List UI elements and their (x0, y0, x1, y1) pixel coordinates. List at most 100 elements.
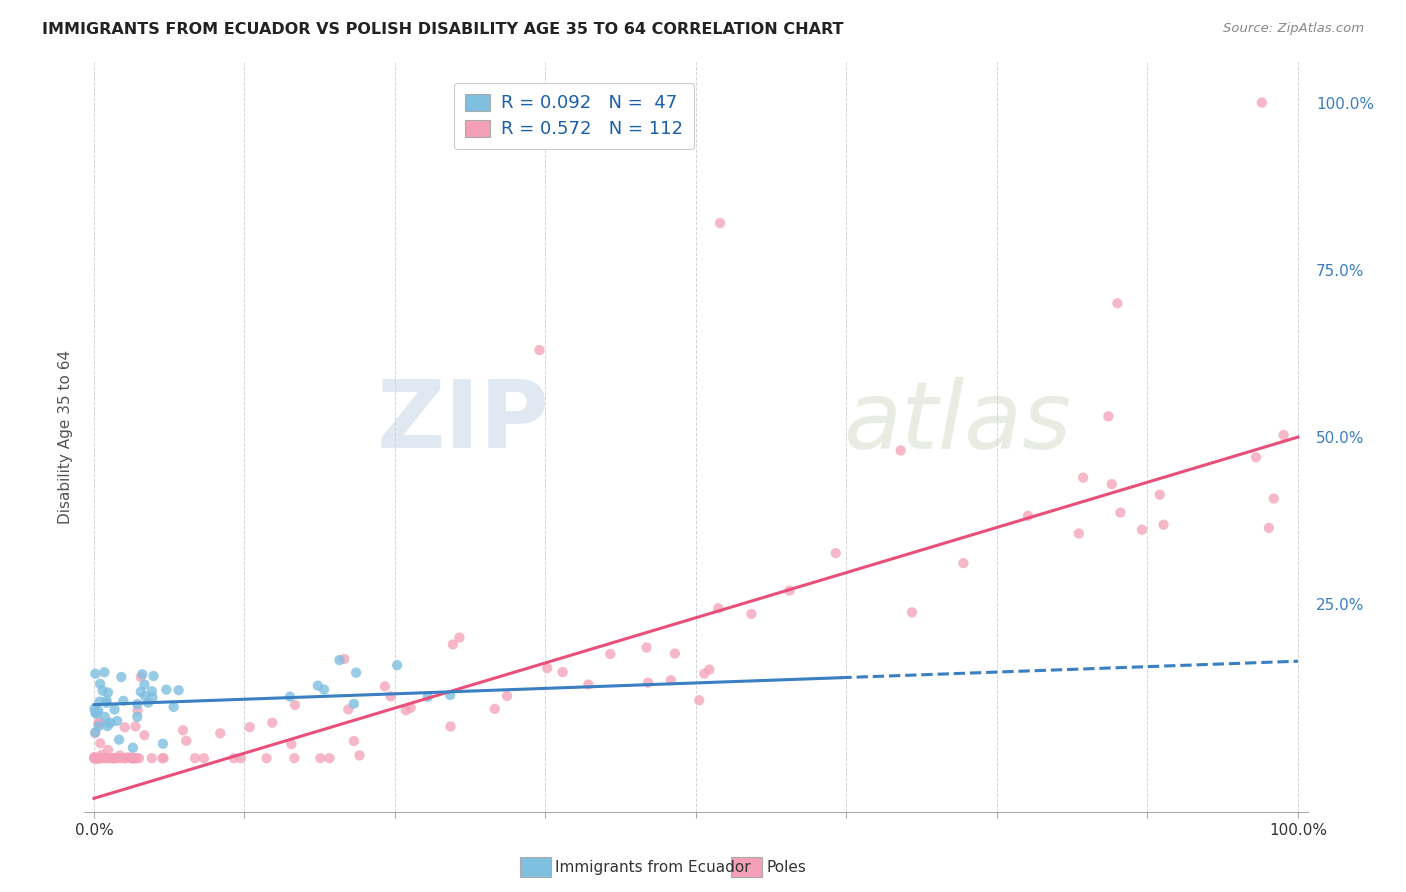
Point (344, 665, 367, 680)
Text: Poles: Poles (766, 860, 806, 874)
Point (93, 665, 115, 680)
Point (105, 751, 128, 765)
Point (120, 751, 142, 765)
Point (122, 751, 145, 765)
Point (128, 751, 150, 765)
Point (162, 699, 184, 714)
Point (740, 607, 762, 621)
Point (374, 679, 396, 693)
Point (688, 693, 710, 707)
Point (1263, 491, 1285, 506)
Point (87, 751, 110, 765)
Point (83, 751, 105, 765)
Point (134, 678, 156, 692)
Point (114, 751, 136, 765)
Point (103, 702, 125, 716)
Point (103, 751, 125, 765)
Point (693, 666, 716, 681)
Point (278, 690, 301, 704)
Point (209, 726, 232, 740)
Point (1097, 409, 1119, 424)
Point (142, 669, 165, 683)
Point (84, 666, 107, 681)
Point (134, 689, 156, 703)
Legend: R = 0.092   N =  47, R = 0.572   N = 112: R = 0.092 N = 47, R = 0.572 N = 112 (454, 83, 693, 149)
Point (283, 751, 305, 765)
Point (167, 683, 190, 698)
Point (86, 751, 108, 765)
Point (91, 683, 114, 698)
Point (262, 715, 284, 730)
Point (439, 719, 461, 733)
Point (1244, 450, 1267, 465)
Point (343, 734, 366, 748)
Point (664, 647, 686, 661)
Y-axis label: Disability Age 35 to 64: Disability Age 35 to 64 (58, 350, 73, 524)
Point (117, 750, 139, 764)
Point (112, 694, 135, 708)
Point (416, 690, 439, 704)
Point (707, 601, 730, 615)
Point (172, 723, 194, 738)
Point (496, 689, 519, 703)
Point (141, 684, 163, 698)
Point (136, 696, 159, 710)
Point (337, 702, 360, 716)
Point (824, 546, 846, 560)
Point (91, 747, 114, 762)
Point (239, 720, 262, 734)
Point (328, 653, 350, 667)
Point (122, 751, 145, 765)
Point (108, 748, 131, 763)
Text: Immigrants from Ecuador: Immigrants from Ecuador (555, 860, 751, 874)
Text: IMMIGRANTS FROM ECUADOR VS POLISH DISABILITY AGE 35 TO 64 CORRELATION CHART: IMMIGRANTS FROM ECUADOR VS POLISH DISABI… (42, 22, 844, 37)
Point (307, 679, 329, 693)
Point (529, 343, 551, 358)
Point (576, 677, 599, 691)
Point (152, 751, 174, 765)
Point (97, 743, 120, 757)
Point (441, 638, 464, 652)
Point (1257, 521, 1279, 535)
Point (90, 751, 112, 765)
Point (89, 714, 111, 729)
Point (127, 704, 149, 718)
Point (103, 751, 125, 765)
Point (256, 751, 278, 765)
Point (141, 751, 163, 765)
Point (83, 751, 105, 765)
Point (83, 702, 105, 716)
Point (709, 216, 731, 230)
Point (399, 701, 422, 715)
Point (110, 670, 132, 684)
Point (1101, 477, 1123, 491)
Point (1067, 526, 1090, 541)
Point (83, 750, 105, 764)
Point (449, 631, 471, 645)
Point (343, 697, 366, 711)
Point (193, 751, 215, 765)
Point (129, 670, 152, 684)
Point (96, 696, 118, 710)
Point (122, 740, 145, 755)
Point (184, 751, 207, 765)
Point (89, 695, 111, 709)
Point (129, 685, 152, 699)
Point (349, 748, 371, 763)
Point (779, 583, 801, 598)
Point (699, 663, 721, 677)
Point (127, 697, 149, 711)
Point (599, 647, 621, 661)
Point (114, 720, 136, 734)
Point (127, 710, 149, 724)
Point (87, 716, 110, 731)
Point (110, 751, 132, 765)
Point (108, 732, 131, 747)
Point (89, 677, 111, 691)
Point (124, 719, 146, 733)
Point (121, 751, 143, 765)
Point (636, 640, 658, 655)
Point (101, 751, 124, 765)
Point (1130, 523, 1153, 537)
Point (96, 693, 118, 707)
